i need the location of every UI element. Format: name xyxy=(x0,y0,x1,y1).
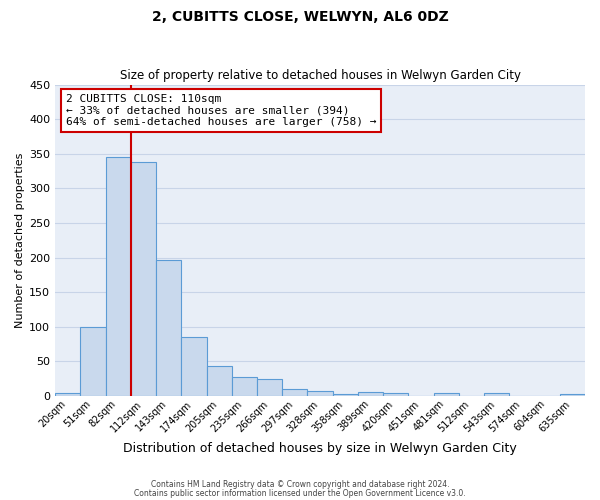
Text: Contains public sector information licensed under the Open Government Licence v3: Contains public sector information licen… xyxy=(134,488,466,498)
Bar xyxy=(282,389,307,396)
Text: Contains HM Land Registry data © Crown copyright and database right 2024.: Contains HM Land Registry data © Crown c… xyxy=(151,480,449,489)
X-axis label: Distribution of detached houses by size in Welwyn Garden City: Distribution of detached houses by size … xyxy=(123,442,517,455)
Bar xyxy=(434,393,459,396)
Bar xyxy=(560,394,585,396)
Text: 2 CUBITTS CLOSE: 110sqm
← 33% of detached houses are smaller (394)
64% of semi-d: 2 CUBITTS CLOSE: 110sqm ← 33% of detache… xyxy=(66,94,376,127)
Bar xyxy=(55,392,80,396)
Bar xyxy=(358,392,383,396)
Bar xyxy=(383,393,409,396)
Bar xyxy=(257,378,282,396)
Bar xyxy=(131,162,156,396)
Bar xyxy=(484,393,509,396)
Title: Size of property relative to detached houses in Welwyn Garden City: Size of property relative to detached ho… xyxy=(119,69,521,82)
Bar xyxy=(156,260,181,396)
Bar xyxy=(307,391,332,396)
Text: 2, CUBITTS CLOSE, WELWYN, AL6 0DZ: 2, CUBITTS CLOSE, WELWYN, AL6 0DZ xyxy=(152,10,448,24)
Bar xyxy=(206,366,232,396)
Bar xyxy=(181,337,206,396)
Bar xyxy=(80,327,106,396)
Bar xyxy=(232,376,257,396)
Y-axis label: Number of detached properties: Number of detached properties xyxy=(15,152,25,328)
Bar xyxy=(332,394,358,396)
Bar xyxy=(106,157,131,396)
